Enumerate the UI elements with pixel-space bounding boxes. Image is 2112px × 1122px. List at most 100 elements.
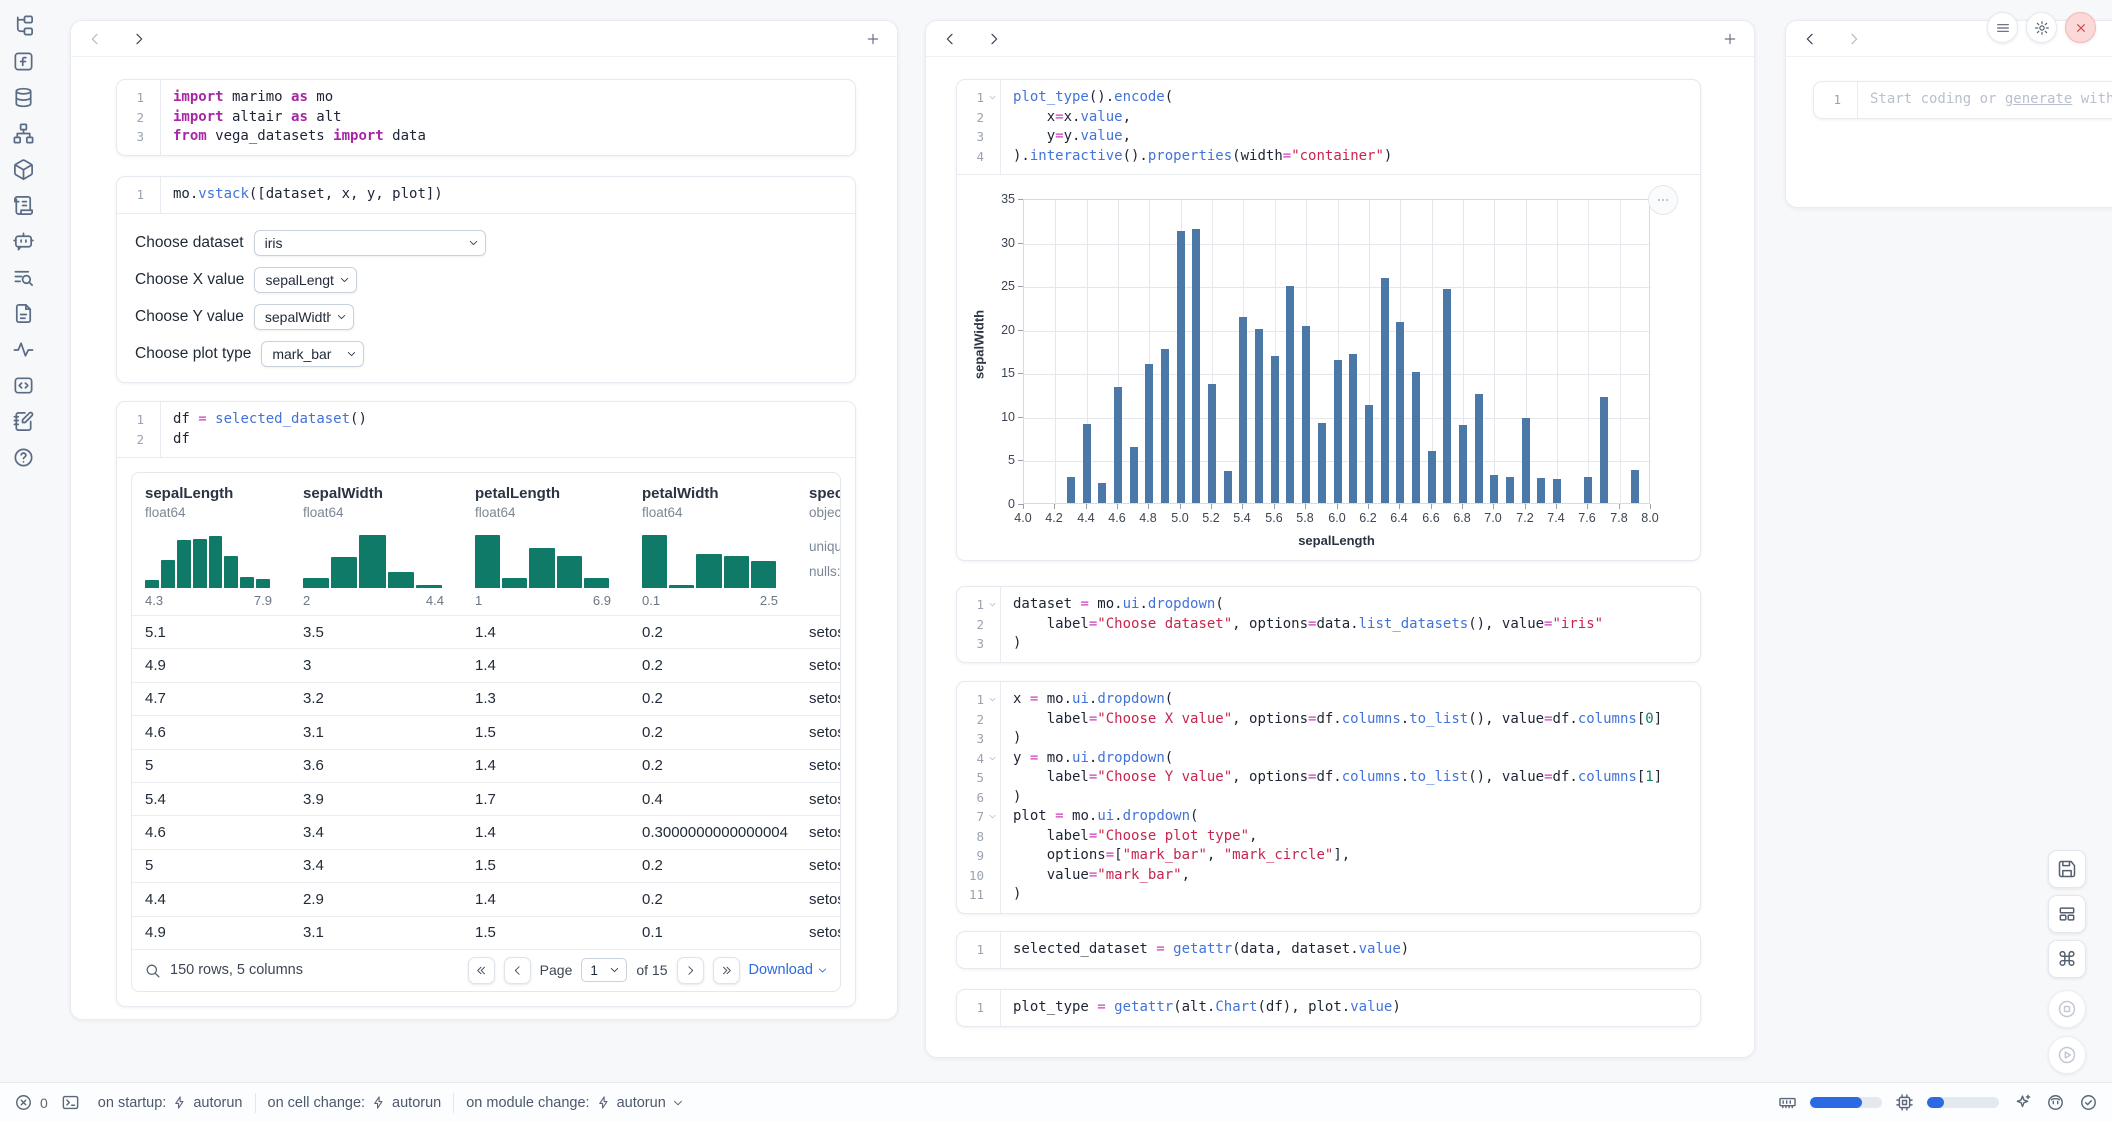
activity-icon[interactable] (12, 338, 35, 361)
function-square-icon[interactable] (12, 50, 35, 73)
add-column-icon[interactable] (865, 31, 881, 47)
code-line[interactable]: dataset = mo.ui.dropdown( (1000, 595, 1224, 615)
code-line[interactable]: options=["mark_bar", "mark_circle"], (1000, 846, 1350, 866)
fold-toggle-icon[interactable] (984, 595, 1000, 615)
column-header-sepalWidth[interactable]: sepalWidthfloat6424.4 (290, 473, 462, 615)
database-icon[interactable] (12, 86, 35, 109)
choose-plot-type-select[interactable]: mark_bar (261, 341, 364, 367)
choose-dataset-select[interactable]: iris (254, 230, 486, 256)
column-header-petalLength[interactable]: petalLengthfloat6416.9 (462, 473, 629, 615)
terminal-button[interactable] (61, 1093, 80, 1112)
page-select[interactable]: 1 (581, 958, 627, 982)
chevron-left-icon[interactable] (1802, 31, 1818, 47)
chart-output[interactable]: sepalWidth sepalLength 051015202530354.0… (957, 174, 1700, 560)
chevron-left-icon[interactable] (87, 31, 103, 47)
add-column-icon[interactable] (1722, 31, 1738, 47)
code-line[interactable]: label="Choose plot type", (1000, 827, 1257, 847)
fold-toggle-icon[interactable] (984, 690, 1000, 710)
code-line[interactable]: y = mo.ui.dropdown( (1000, 749, 1173, 769)
fold-toggle-icon (144, 410, 160, 430)
autorun-config-2[interactable]: on module change:autorun (466, 1095, 684, 1111)
fold-toggle-icon[interactable] (984, 807, 1000, 827)
table-row[interactable]: 4.93.11.50.1setosa (132, 916, 840, 949)
chevron-right-icon[interactable] (986, 31, 1002, 47)
chevron-right-icon[interactable] (131, 31, 147, 47)
help-circle-icon[interactable] (12, 446, 35, 469)
layout-button[interactable] (2048, 895, 2086, 933)
choose-y-value-select[interactable]: sepalWidth (254, 304, 354, 330)
chevron-left-icon[interactable] (942, 31, 958, 47)
prev-page-button[interactable] (504, 957, 531, 984)
code-line[interactable]: label="Choose X value", options=df.colum… (1000, 710, 1662, 730)
next-page-button[interactable] (677, 957, 704, 984)
code-line[interactable]: x = mo.ui.dropdown( (1000, 690, 1173, 710)
stop-button[interactable] (2048, 990, 2086, 1028)
code-placeholder[interactable]: Start coding or generate with AI (1857, 90, 2112, 110)
code-line[interactable]: mo.vstack([dataset, x, y, plot]) (160, 185, 443, 205)
code-line[interactable]: import altair as alt (160, 108, 342, 128)
fold-toggle-icon[interactable] (984, 749, 1000, 769)
table-row[interactable]: 5.13.51.40.2setosa (132, 615, 840, 648)
file-text-icon[interactable] (12, 302, 35, 325)
table-row[interactable]: 53.41.50.2setosa (132, 849, 840, 882)
table-row[interactable]: 4.63.11.50.2setosa (132, 715, 840, 748)
code-line[interactable]: ) (1000, 885, 1021, 905)
code-line[interactable]: ) (1000, 788, 1021, 808)
column-header-petalWidth[interactable]: petalWidthfloat640.12.5 (629, 473, 796, 615)
first-page-button[interactable] (468, 957, 495, 984)
code-line[interactable]: label="Choose dataset", options=data.lis… (1000, 615, 1603, 635)
table-row[interactable]: 53.61.40.2setosa (132, 749, 840, 782)
code-line[interactable]: df = selected_dataset() (160, 410, 367, 430)
table-row[interactable]: 4.42.91.40.2setosa (132, 882, 840, 915)
code-line[interactable]: df (160, 430, 190, 450)
code-line[interactable]: label="Choose Y value", options=df.colum… (1000, 768, 1662, 788)
empty-code-cell[interactable]: 1 Start coding or generate with AI (1813, 81, 2112, 119)
code-line[interactable]: from vega_datasets import data (160, 127, 426, 147)
copilot-icon[interactable] (2045, 1093, 2065, 1112)
close-button[interactable] (2065, 12, 2096, 43)
column-header-sepalLength[interactable]: sepalLengthfloat644.37.9 (132, 473, 290, 615)
menu-button[interactable] (1987, 12, 2018, 43)
code-line[interactable]: plot_type().encode( (1000, 88, 1173, 108)
scroll-text-icon[interactable] (12, 194, 35, 217)
search-icon[interactable] (144, 962, 161, 979)
column-header-species[interactable]: speciesobjectuniquenulls: (796, 473, 840, 615)
table-row[interactable]: 5.43.91.70.4setosa (132, 782, 840, 815)
text-search-icon[interactable] (12, 266, 35, 289)
code-line[interactable]: import marimo as mo (160, 88, 333, 108)
command-palette-button[interactable]: ⌘ (2048, 940, 2086, 978)
code-line[interactable]: value="mark_bar", (1000, 866, 1190, 886)
network-icon[interactable] (12, 122, 35, 145)
choose-x-value-select[interactable]: sepalLength (254, 267, 357, 293)
chevron-right-icon[interactable] (1846, 31, 1862, 47)
code-line[interactable]: ) (1000, 729, 1021, 749)
chart-menu-button[interactable] (1648, 185, 1678, 215)
code-line[interactable]: ).interactive().properties(width="contai… (1000, 147, 1392, 167)
code-line[interactable]: selected_dataset = getattr(data, dataset… (1000, 940, 1409, 960)
table-row[interactable]: 4.63.41.40.3000000000000004setosa (132, 815, 840, 848)
table-row[interactable]: 4.931.40.2setosa (132, 648, 840, 681)
autorun-config-1[interactable]: on cell change:autorun (268, 1095, 442, 1111)
settings-button[interactable] (2026, 12, 2057, 43)
package-icon[interactable] (12, 158, 35, 181)
code-line[interactable]: y=y.value, (1000, 127, 1131, 147)
code-line[interactable]: plot_type = getattr(alt.Chart(df), plot.… (1000, 998, 1401, 1018)
download-button[interactable]: Download (749, 962, 829, 978)
connection-status-icon[interactable] (2078, 1093, 2098, 1112)
run-button[interactable] (2048, 1036, 2086, 1074)
fold-toggle-icon[interactable] (984, 88, 1000, 108)
table-row[interactable]: 4.73.21.30.2setosa (132, 682, 840, 715)
autorun-config-0[interactable]: on startup:autorun (98, 1095, 243, 1111)
code-line[interactable]: ) (1000, 634, 1021, 654)
file-tree-icon[interactable] (12, 14, 35, 37)
generate-link[interactable]: generate (2005, 91, 2072, 107)
code-line[interactable]: x=x.value, (1000, 108, 1131, 128)
code-line[interactable]: plot = mo.ui.dropdown( (1000, 807, 1198, 827)
last-page-button[interactable] (713, 957, 740, 984)
save-button[interactable] (2048, 850, 2086, 888)
ai-sparkles-icon[interactable] (2012, 1093, 2032, 1112)
bot-icon[interactable] (12, 230, 35, 253)
errors-indicator[interactable]: 0 (14, 1093, 48, 1112)
code-box-icon[interactable] (12, 374, 35, 397)
notebook-pen-icon[interactable] (12, 410, 35, 433)
